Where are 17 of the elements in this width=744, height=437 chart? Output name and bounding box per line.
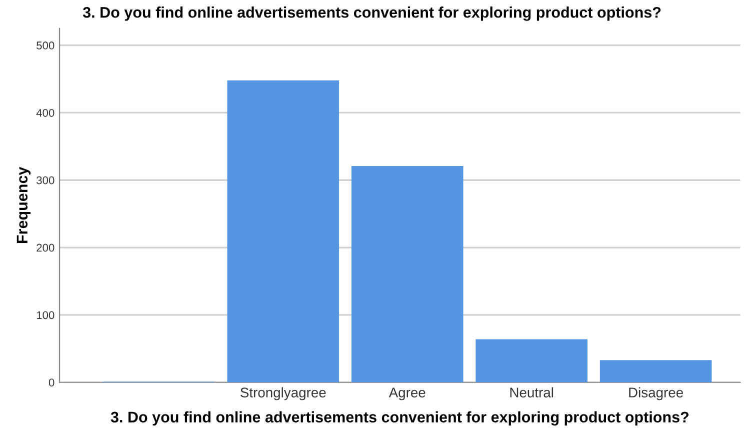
y-tick-label: 200	[36, 244, 54, 252]
bar	[476, 339, 588, 382]
x-axis-title: 3. Do you find online advertisements convenient for exploring product options?	[110, 411, 688, 426]
bar	[351, 166, 464, 382]
x-tick-label: Agree	[388, 388, 426, 400]
chart-title: 3. Do you find online advertisements convenient for exploring product options?	[82, 6, 661, 21]
x-tick-label: Disagree	[629, 387, 683, 400]
y-tick-label: 300	[36, 176, 54, 184]
bar	[600, 360, 712, 382]
x-tick-label: Stronglyagree	[240, 387, 326, 400]
y-tick-label: 500	[36, 42, 54, 50]
bar	[227, 80, 340, 382]
y-tick-label: 100	[36, 311, 54, 320]
x-tick-label: Neutral	[510, 387, 554, 398]
y-axis-title: Frequency	[16, 166, 31, 243]
y-tick-label: 400	[36, 108, 54, 117]
y-tick-label: 0	[48, 378, 54, 387]
